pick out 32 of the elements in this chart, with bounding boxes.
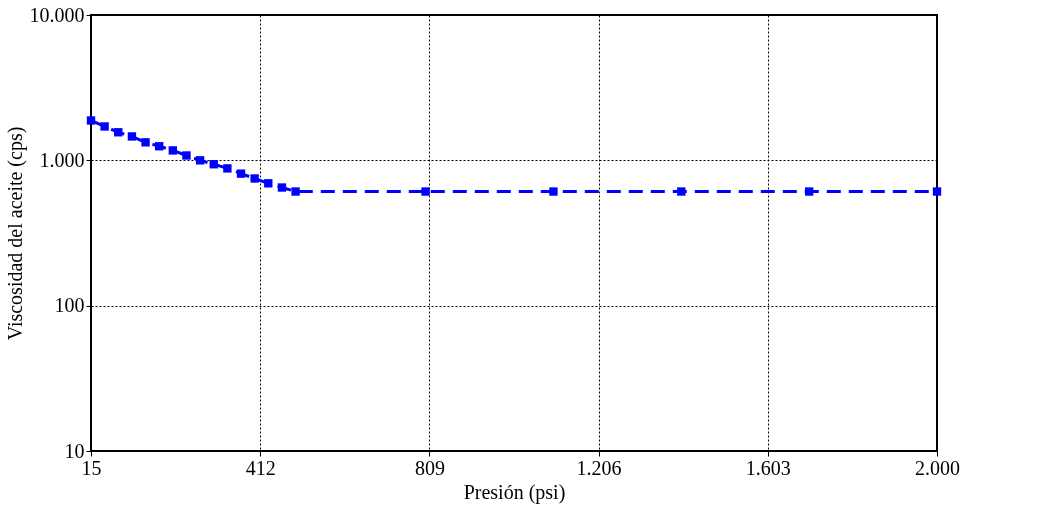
y-tick-label: 100 — [54, 294, 85, 317]
x-axis-title: Presión (psi) — [463, 480, 566, 504]
point — [549, 187, 558, 196]
x-tick-label: 1.206 — [576, 456, 622, 479]
point — [804, 187, 814, 196]
y-tick-label: 1.000 — [39, 148, 85, 171]
x-tick-label: 809 — [414, 456, 445, 479]
point — [168, 146, 178, 155]
point — [195, 156, 205, 165]
x-tick-label: 412 — [245, 456, 276, 479]
x-tick-label: 1.603 — [745, 456, 791, 479]
point — [291, 187, 300, 196]
point — [421, 187, 430, 196]
point — [677, 187, 686, 196]
y-axis-title: Viscosidad del aceite (cps) — [3, 126, 27, 341]
point — [236, 169, 246, 178]
point — [264, 179, 273, 188]
point — [127, 132, 137, 141]
point — [250, 174, 259, 183]
y-tick-label: 10.000 — [29, 3, 85, 26]
point — [155, 142, 164, 151]
point — [86, 116, 96, 125]
point — [114, 128, 123, 137]
point — [223, 164, 232, 173]
point — [141, 138, 150, 147]
point — [182, 151, 191, 160]
point — [932, 187, 942, 196]
point — [209, 160, 218, 169]
point — [277, 183, 287, 192]
y-tick-label: 10 — [64, 439, 85, 462]
x-tick-label: 2.000 — [915, 456, 960, 479]
point — [100, 122, 109, 131]
